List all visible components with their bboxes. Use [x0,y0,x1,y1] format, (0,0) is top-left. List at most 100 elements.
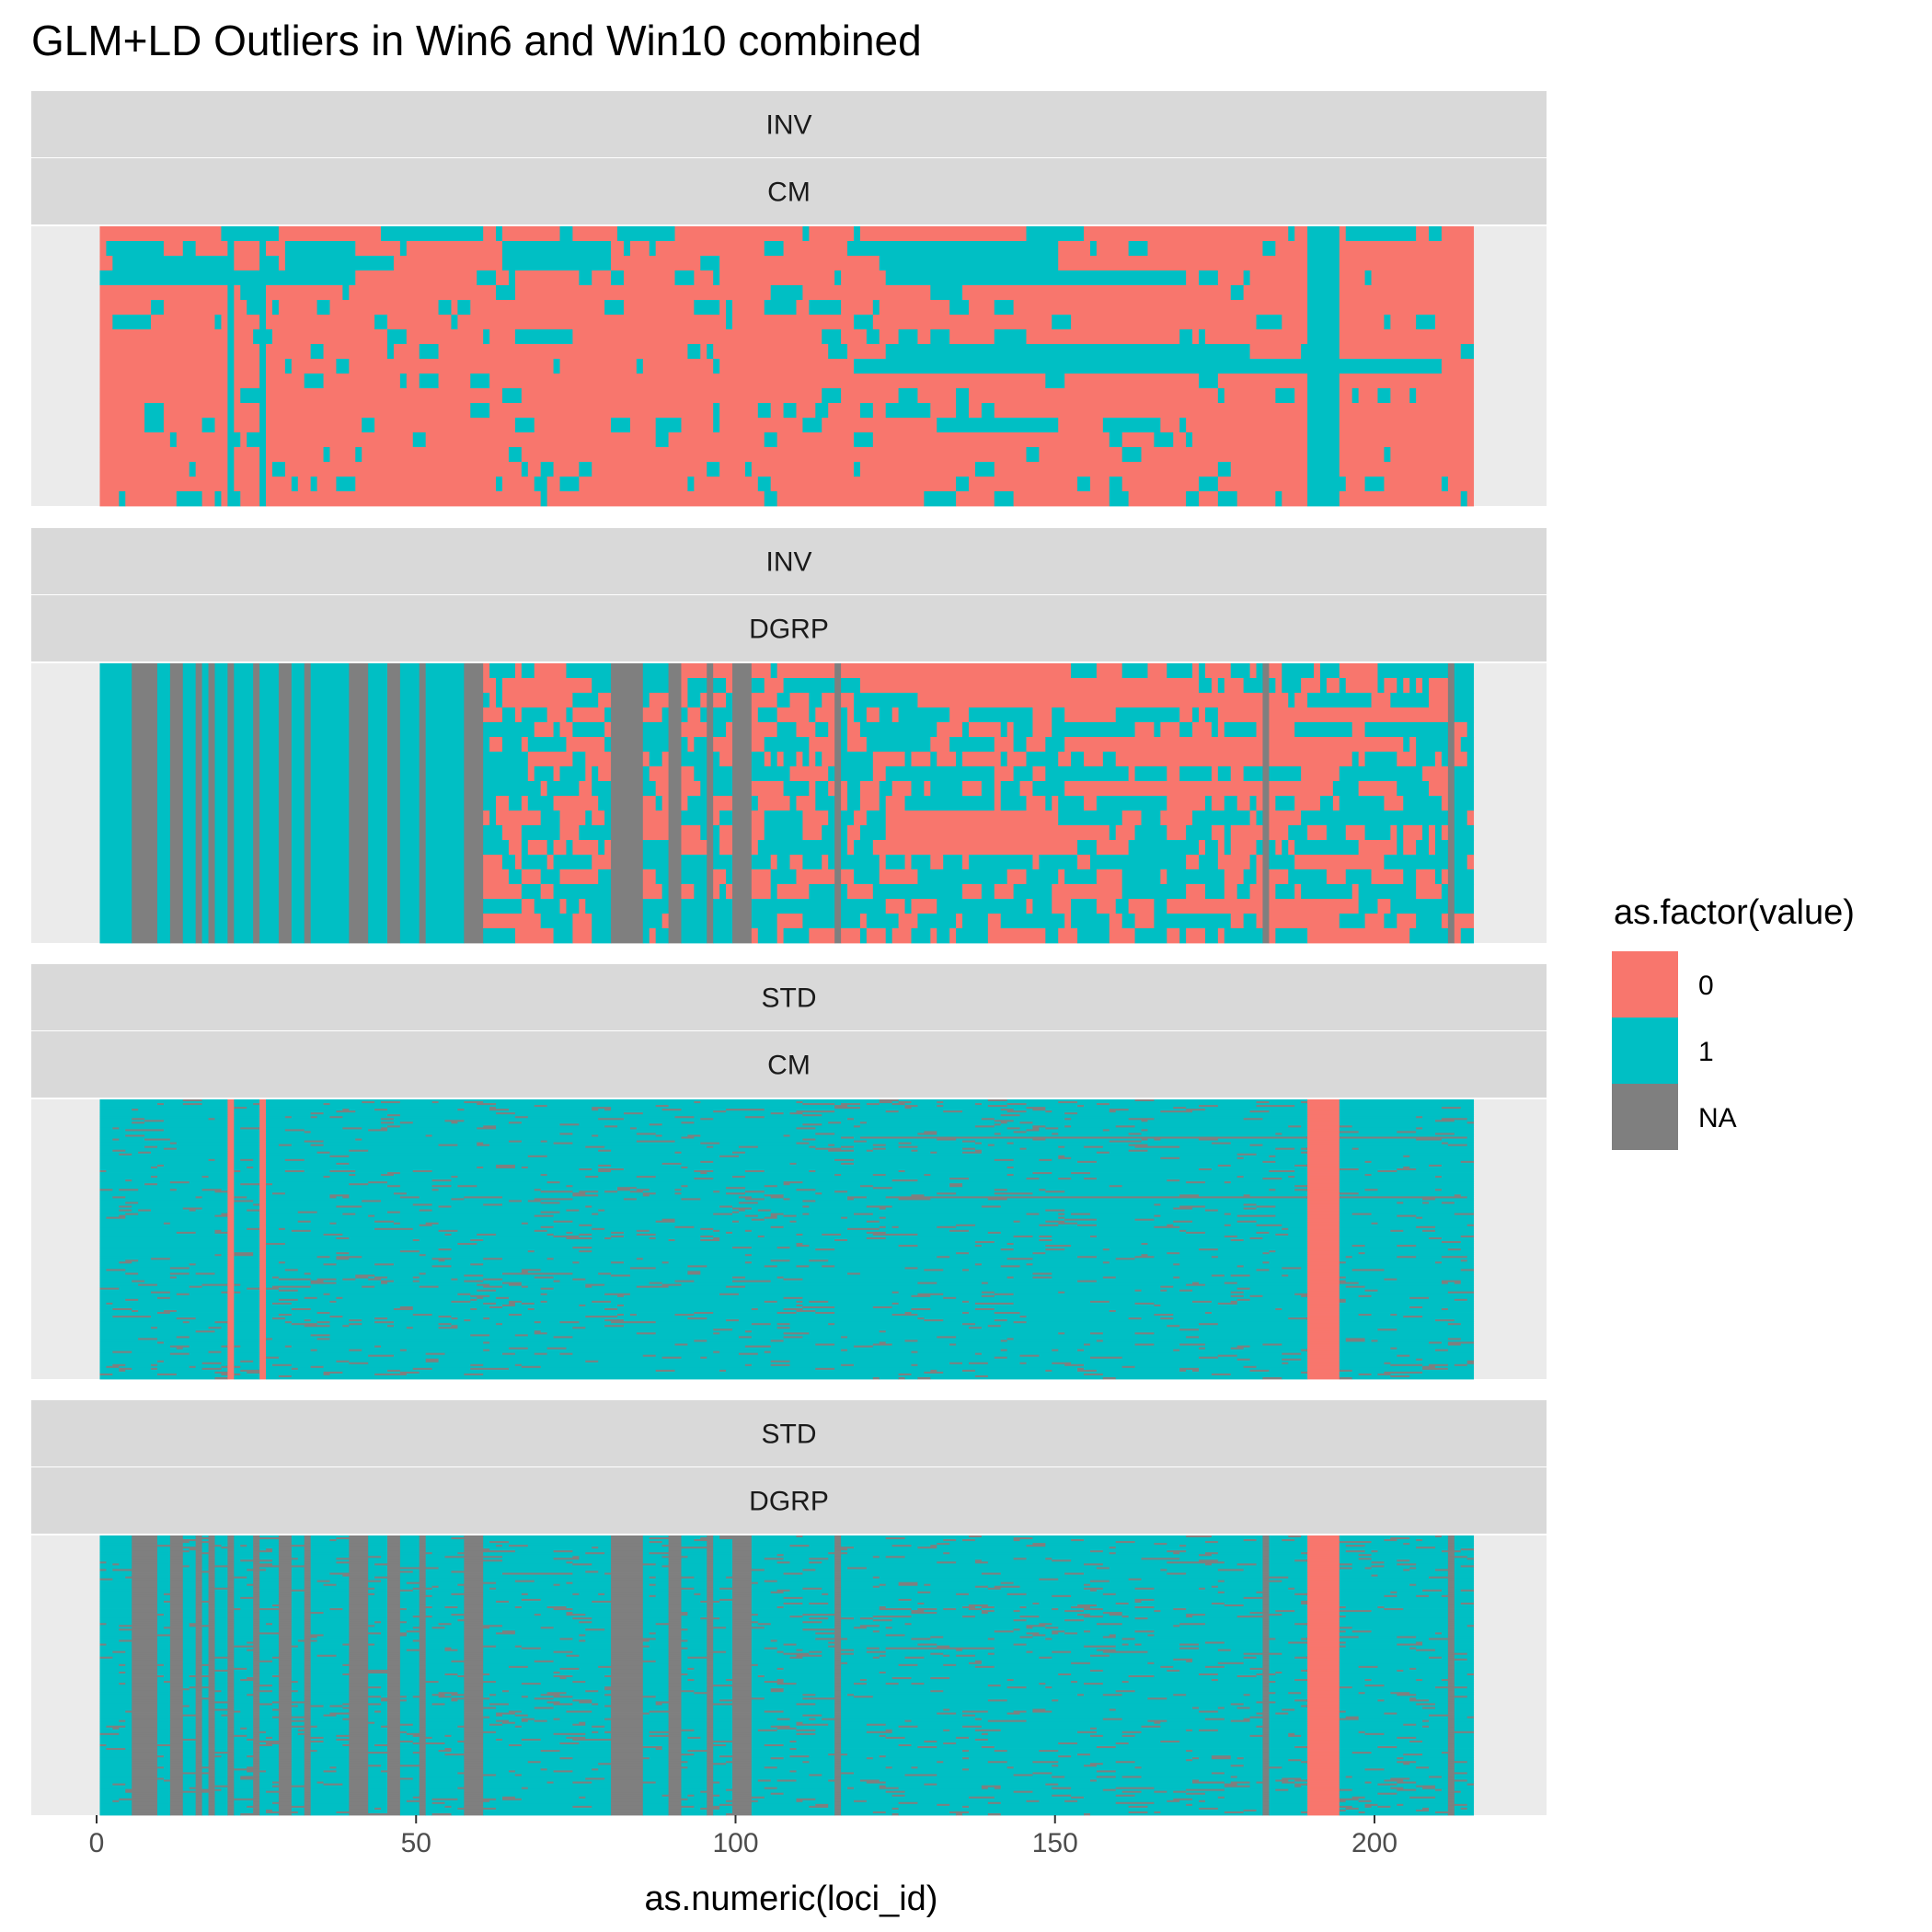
heatmap-cell [1064,914,1072,929]
heatmap-cell [489,1107,497,1110]
heatmap-cell [540,811,560,826]
heatmap-cell [234,1194,260,1197]
heatmap-cell [106,241,165,257]
heatmap-cell [872,840,1078,856]
heatmap-cell [732,781,753,797]
heatmap-cell [247,1209,260,1212]
heatmap-cell [707,796,714,811]
heatmap-cell [872,403,887,419]
heatmap-cell [342,285,350,301]
heatmap-cell [182,693,197,708]
heatmap-cell [329,1170,356,1173]
heatmap-cell [879,869,918,885]
heatmap-cell [681,1192,727,1195]
heatmap-cell [163,300,228,316]
heatmap-cell [1339,1172,1475,1175]
heatmap-cell [368,855,388,870]
heatmap-cell [234,462,260,477]
heatmap-cell [1288,869,1328,885]
heatmap-cell [259,1123,267,1126]
heatmap-cell [1434,840,1449,856]
heatmap-cell [1230,1164,1295,1167]
heatmap-cell [1454,796,1475,811]
heatmap-cell [649,752,663,767]
heatmap-cell [592,678,612,694]
heatmap-cell [227,884,235,900]
heatmap-cell [1032,1172,1052,1175]
heatmap-cell [227,447,235,463]
heatmap-cell [1262,914,1270,929]
heatmap-cell [502,388,523,404]
heatmap-cell [221,1213,228,1216]
heatmap-cell [1307,1099,1340,1102]
heatmap-cell [329,1103,477,1106]
heatmap-cell [681,899,707,914]
heatmap-cell [99,1134,126,1137]
heatmap-cell [227,1218,235,1222]
heatmap-cell [1460,344,1475,360]
heatmap-cell [713,737,733,753]
heatmap-cell [234,300,247,316]
heatmap-cell [937,1138,957,1141]
heatmap-cell [1364,914,1385,929]
heatmap-cell [457,300,471,316]
heatmap-cell [234,1099,260,1102]
heatmap-cell [859,1185,874,1188]
heatmap-cell [764,1116,1308,1119]
heatmap-cell [393,1220,554,1224]
heatmap-cell [911,781,925,797]
heatmap-cell [214,315,222,330]
heatmap-cell [1339,1105,1475,1108]
heatmap-cell [502,1203,1155,1206]
heatmap-cell [834,270,842,286]
heatmap-cell [169,1189,178,1191]
heatmap-cell [227,1172,235,1175]
heatmap-cell [1179,722,1193,738]
heatmap-cell [1384,477,1443,492]
heatmap-cell [668,914,682,929]
heatmap-cell [1039,1127,1046,1130]
heatmap-cell [1454,752,1468,767]
heatmap-cell [208,722,215,738]
heatmap-cell [930,329,950,345]
heatmap-cell [1447,707,1455,723]
heatmap-cell [1249,1194,1308,1197]
heatmap-cell [234,781,254,797]
heatmap-cell [707,914,714,929]
heatmap-cell [1466,1144,1475,1147]
heatmap-cell [1115,752,1263,767]
heatmap-cell [234,1107,247,1110]
heatmap-cell [1058,1145,1065,1149]
heatmap-cell [349,1149,369,1153]
heatmap-cell [783,1214,797,1218]
heatmap-cell [732,796,753,811]
heatmap-cell [1339,1123,1475,1126]
heatmap-cell [234,1172,260,1175]
heatmap-cell [1256,1207,1308,1210]
heatmap-cell [1307,1149,1340,1153]
heatmap-cell [336,477,356,492]
heatmap-cell [1441,796,1449,811]
heatmap-cell [259,1185,267,1188]
heatmap-cell [425,707,465,723]
heatmap-cell [1358,388,1378,404]
heatmap-cell [227,1134,235,1137]
heatmap-cell [751,1207,880,1210]
heatmap-cell [387,869,401,885]
heatmap-cell [1454,825,1475,841]
heatmap-cell [234,884,254,900]
heatmap-cell [1307,1170,1340,1173]
heatmap-cell [1077,1105,1085,1108]
heatmap-cell [1454,1202,1475,1204]
heatmap-cell [259,840,280,856]
heatmap-cell [649,1189,675,1191]
heatmap-cell [310,928,350,944]
heatmap-cell [834,869,842,885]
heatmap-cell [99,737,132,753]
heatmap-cell [195,840,202,856]
heatmap-cell [240,432,247,448]
heatmap-cell [132,663,158,679]
heatmap-cell [253,752,260,767]
heatmap-cell [208,1158,215,1162]
heatmap-cell [521,899,535,914]
